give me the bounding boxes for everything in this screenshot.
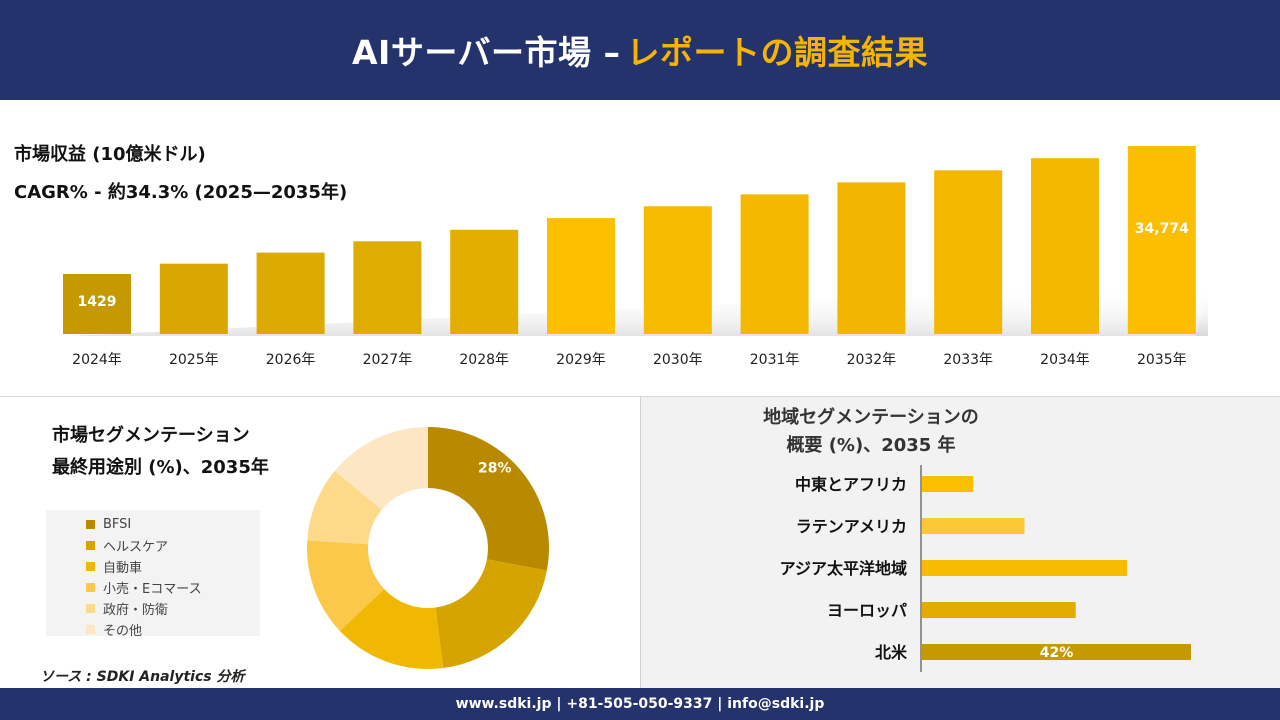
revenue-bar [159,263,228,334]
x-tick-label: 2025年 [169,352,219,368]
legend-label: 政府・防衛 [103,603,169,618]
page-header: AIサーバー市場 – レポートの調査結果 [0,0,1280,100]
donut-slice [334,427,428,510]
y-tick-label: ヨーロッパ [827,601,907,620]
revenue-bar [353,241,422,334]
x-tick-label: 2028年 [459,352,509,368]
revenue-chart-panel: 2024年 1429 2025年 2026年 2027年 2028年 2029年 2030年 2… [0,100,1280,397]
source-note: ソース : SDKI Analytics 分析 [40,669,245,685]
legend-item: 小売・Eコマース [86,577,260,598]
region-title-line2: 概要 (%)、2035 年 [786,435,956,456]
segment-donut-chart: 28% [307,427,549,669]
x-tick-label: 2032年 [847,352,897,368]
x-tick-label: 2027年 [363,352,413,368]
region-bar [922,644,1191,660]
region-bar [922,476,974,492]
revenue-label: 市場収益 (10億米ドル) [14,144,206,165]
x-tick-label: 2034年 [1040,352,1090,368]
revenue-bar [934,170,1003,334]
region-title: 地域セグメンテーションの 概要 (%)、2035 年 [641,404,1101,460]
segment-title-line1: 市場セグメンテーション [52,425,250,446]
legend-label: BFSI [103,517,132,532]
region-bar [922,602,1076,618]
region-bar [922,560,1127,576]
legend-item: 政府・防衛 [86,598,260,619]
segment-title: 市場セグメンテーション 最終用途別 (%)、2035年 [52,420,269,484]
vertical-divider [640,396,641,688]
x-tick-label: 2030年 [653,352,703,368]
cagr-label: CAGR% - 約34.3% (2025—2035年) [14,182,348,203]
region-bar [922,518,1025,534]
region-panel-background [641,397,1280,688]
donut-slice [435,559,547,669]
region-title-line1: 地域セグメンテーションの [763,407,979,428]
revenue-bar [837,182,906,334]
legend-label: ヘルスケア [103,540,169,555]
legend-label: 小売・Eコマース [103,582,202,597]
bar-data-label: 34,774 [1135,221,1189,237]
bar-data-label: 1429 [78,294,117,310]
legend-swatch [86,541,95,550]
revenue-bar [63,274,131,334]
y-tick-label: 中東とアフリカ [795,475,907,494]
legend-swatch [86,625,95,634]
page-footer: www.sdki.jp | +81-505-050-9337 | info@sd… [0,688,1280,720]
x-tick-label: 2029年 [556,352,606,368]
x-tick-label: 2026年 [266,352,316,368]
donut-slice [339,589,444,669]
segment-legend: BFSI ヘルスケア自動車小売・Eコマース 政府・防衛その他 [46,510,260,639]
header-title-accent: レポートの調査結果 [626,33,928,72]
x-tick-label: 2033年 [943,352,993,368]
donut-slice [307,540,385,631]
legend-swatch [86,583,95,592]
y-tick-label: 北米 [875,643,908,662]
legend-item: BFSI [86,514,260,535]
revenue-bar [1031,158,1099,334]
legend-label: その他 [103,624,143,639]
x-tick-label: 2031年 [750,352,800,368]
x-tick-label: 2024年 [72,352,122,368]
donut-slice [428,427,549,571]
header-title: AIサーバー市場 – [352,33,621,72]
footer-contact: www.sdki.jp | +81-505-050-9337 | info@sd… [455,696,825,712]
revenue-bar-chart: 2024年 1429 2025年 2026年 2027年 2028年 2029年 2030年 2… [63,146,1208,368]
legend-swatch [86,604,95,613]
segment-title-line2: 最終用途別 (%)、2035年 [52,457,269,478]
revenue-bar [643,206,712,334]
donut-slice [307,470,382,545]
legend-label: 自動車 [103,561,143,576]
revenue-bar [547,218,615,334]
x-tick-label: 2035年 [1137,352,1187,368]
y-tick-label: アジア太平洋地域 [780,559,907,578]
legend-item: その他 [86,619,260,640]
bar-data-label: 42% [1040,645,1074,661]
revenue-bar [740,194,809,334]
donut-data-label: 28% [478,460,512,476]
y-tick-label: ラテンアメリカ [796,517,907,536]
legend-swatch [86,562,95,571]
revenue-bar [450,229,519,334]
legend-item: 自動車 [86,556,260,577]
legend-item: ヘルスケア [86,535,260,556]
revenue-bar [1127,146,1196,334]
revenue-bar [256,252,325,334]
legend-swatch [86,520,95,529]
